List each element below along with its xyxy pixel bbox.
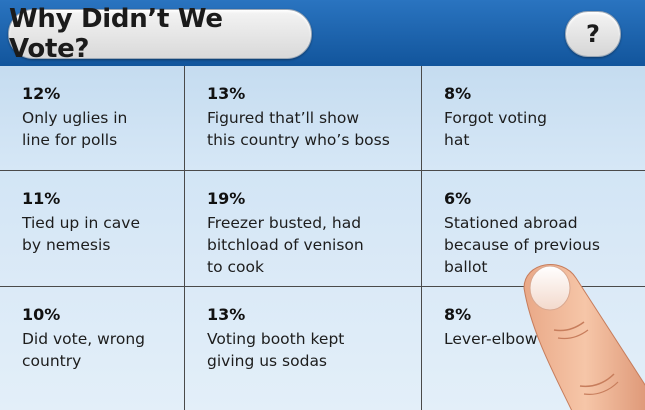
- reason-percent: 13%: [207, 84, 246, 103]
- reason-cell: 8% Lever-elbow: [422, 287, 645, 410]
- help-button[interactable]: ?: [565, 11, 621, 57]
- reason-percent: 11%: [22, 189, 61, 208]
- reason-percent: 19%: [207, 189, 246, 208]
- reason-text-line: Lever-elbow: [444, 330, 538, 348]
- reason-cell: 10% Did vote, wrong country: [0, 287, 184, 410]
- reason-percent: 10%: [22, 305, 61, 324]
- question-mark-icon: ?: [586, 20, 600, 48]
- reason-text-line: because of previous: [444, 236, 600, 254]
- reason-text-line: Forgot voting: [444, 109, 547, 127]
- reason-percent: 12%: [22, 84, 61, 103]
- reason-text-line: by nemesis: [22, 236, 111, 254]
- reason-cell: 6% Stationed abroad because of previous …: [422, 171, 645, 286]
- reason-text-line: line for polls: [22, 131, 118, 149]
- reason-text-line: country: [22, 352, 82, 370]
- reason-text-line: Tied up in cave: [22, 214, 140, 232]
- reason-text-line: Freezer busted, had: [207, 214, 362, 232]
- reason-cell: 12% Only uglies in line for polls: [0, 66, 184, 170]
- reason-cell: 13% Figured that’ll show this country wh…: [185, 66, 421, 170]
- reason-cell: 19% Freezer busted, had bitchload of ven…: [185, 171, 421, 286]
- reasons-grid: 12% Only uglies in line for polls 13% Fi…: [0, 66, 645, 410]
- reason-text-line: ballot: [444, 258, 488, 276]
- reason-text-line: Stationed abroad: [444, 214, 578, 232]
- reason-cell: 8% Forgot voting hat: [422, 66, 645, 170]
- reason-cell: 13% Voting booth kept giving us sodas: [185, 287, 421, 410]
- reason-text-line: Voting booth kept: [207, 330, 345, 348]
- reason-text-line: to cook: [207, 258, 264, 276]
- title-pill: Why Didn’t We Vote?: [8, 4, 312, 64]
- reason-text-line: Did vote, wrong: [22, 330, 145, 348]
- reason-text-line: Only uglies in: [22, 109, 128, 127]
- reason-cell: 11% Tied up in cave by nemesis: [0, 171, 184, 286]
- page-title: Why Didn’t We Vote?: [9, 4, 223, 64]
- reason-text-line: Figured that’ll show: [207, 109, 360, 127]
- reason-text-line: this country who’s boss: [207, 131, 390, 149]
- reason-text-line: giving us sodas: [207, 352, 328, 370]
- reason-percent: 8%: [444, 305, 472, 324]
- reason-text-line: hat: [444, 131, 470, 149]
- reason-percent: 6%: [444, 189, 472, 208]
- header-bar: Why Didn’t We Vote? ?: [0, 0, 645, 66]
- reason-percent: 8%: [444, 84, 472, 103]
- reason-text-line: bitchload of venison: [207, 236, 364, 254]
- reason-percent: 13%: [207, 305, 246, 324]
